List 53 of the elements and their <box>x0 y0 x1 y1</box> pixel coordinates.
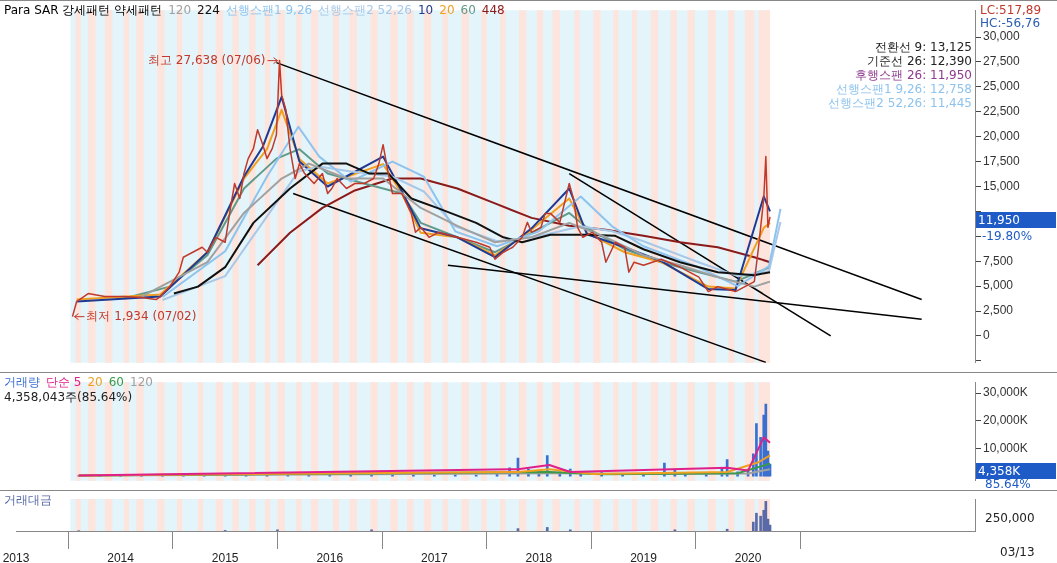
x-tick-label: 2019 <box>630 550 658 563</box>
text: 60 <box>108 375 125 389</box>
annotation: 기준선 26: 12,390 <box>867 53 972 70</box>
text: 60 <box>460 3 476 17</box>
y-tick-label: 30,000K <box>983 385 1028 400</box>
text: 20 <box>87 375 103 389</box>
annotation: 전환선 9: 13,125 <box>874 39 972 56</box>
y-tick-label: 22,500 <box>983 104 1021 119</box>
text: 단순 5 <box>46 375 82 389</box>
y-tick-label: 15,000 <box>983 178 1021 193</box>
annotation: 선행스팬2 52,26: 11,445 <box>828 95 972 112</box>
text: 250,000 <box>985 511 1035 525</box>
annotation: Para SAR 강세패턴 약세패턴 <box>4 3 163 17</box>
x-tick-label: 2020 <box>734 550 762 563</box>
text: 4,358K <box>976 463 1056 479</box>
text: 선행스팬2 52,26 <box>318 3 412 17</box>
text: 85.64% <box>985 477 1031 491</box>
annotation: 선행스팬1 9,26: 12,758 <box>835 81 972 98</box>
text: HC:-56,76 <box>980 16 1041 30</box>
x-tick-label: 2013 <box>2 550 30 563</box>
text: 선행스팬1 9,26 <box>225 3 313 17</box>
annotation: 최고 27,638 (07/06) <box>147 52 266 67</box>
x-tick-label: 2015 <box>211 550 239 563</box>
text: LC:517,89 <box>980 3 1042 17</box>
y-tick-label: 2,500 <box>983 303 1014 318</box>
y-tick-label: 10,000K <box>983 440 1028 455</box>
annotation: 최저 1,934 (07/02) <box>86 308 197 323</box>
x-tick-label: 2016 <box>316 550 344 563</box>
text: 거래대금 <box>4 493 52 507</box>
y-tick-label: 5,000 <box>983 278 1014 293</box>
y-tick-label: 30,000 <box>983 29 1021 44</box>
y-tick-label: 25,000 <box>983 79 1021 94</box>
x-tick-label: 2014 <box>107 550 135 563</box>
y-tick-label: 0 <box>983 328 990 343</box>
x-tick-label: 2018 <box>525 550 553 563</box>
x-tick-label: 2017 <box>420 550 448 563</box>
text: 120 <box>130 375 153 389</box>
text: -19.80% <box>982 229 1033 243</box>
annotation: 4,358,043주(85.64%) <box>4 389 133 406</box>
text: 03/13 <box>1000 545 1035 559</box>
annotation: 후행스팬 26: 11,950 <box>855 67 972 84</box>
y-tick-label: 27,500 <box>983 54 1021 69</box>
y-tick-label: 20,000 <box>983 129 1021 144</box>
text: 448 <box>481 3 505 17</box>
text: 224 <box>197 3 220 17</box>
text: 120 <box>168 3 192 17</box>
text: 11,950 <box>976 212 1056 228</box>
text: 20 <box>439 3 455 17</box>
y-tick-label: 7,500 <box>983 253 1014 268</box>
y-tick-label: 17,500 <box>983 153 1021 168</box>
text: 거래량 <box>4 375 40 389</box>
text: 10 <box>417 3 434 17</box>
y-tick-label: 20,000K <box>983 413 1028 428</box>
